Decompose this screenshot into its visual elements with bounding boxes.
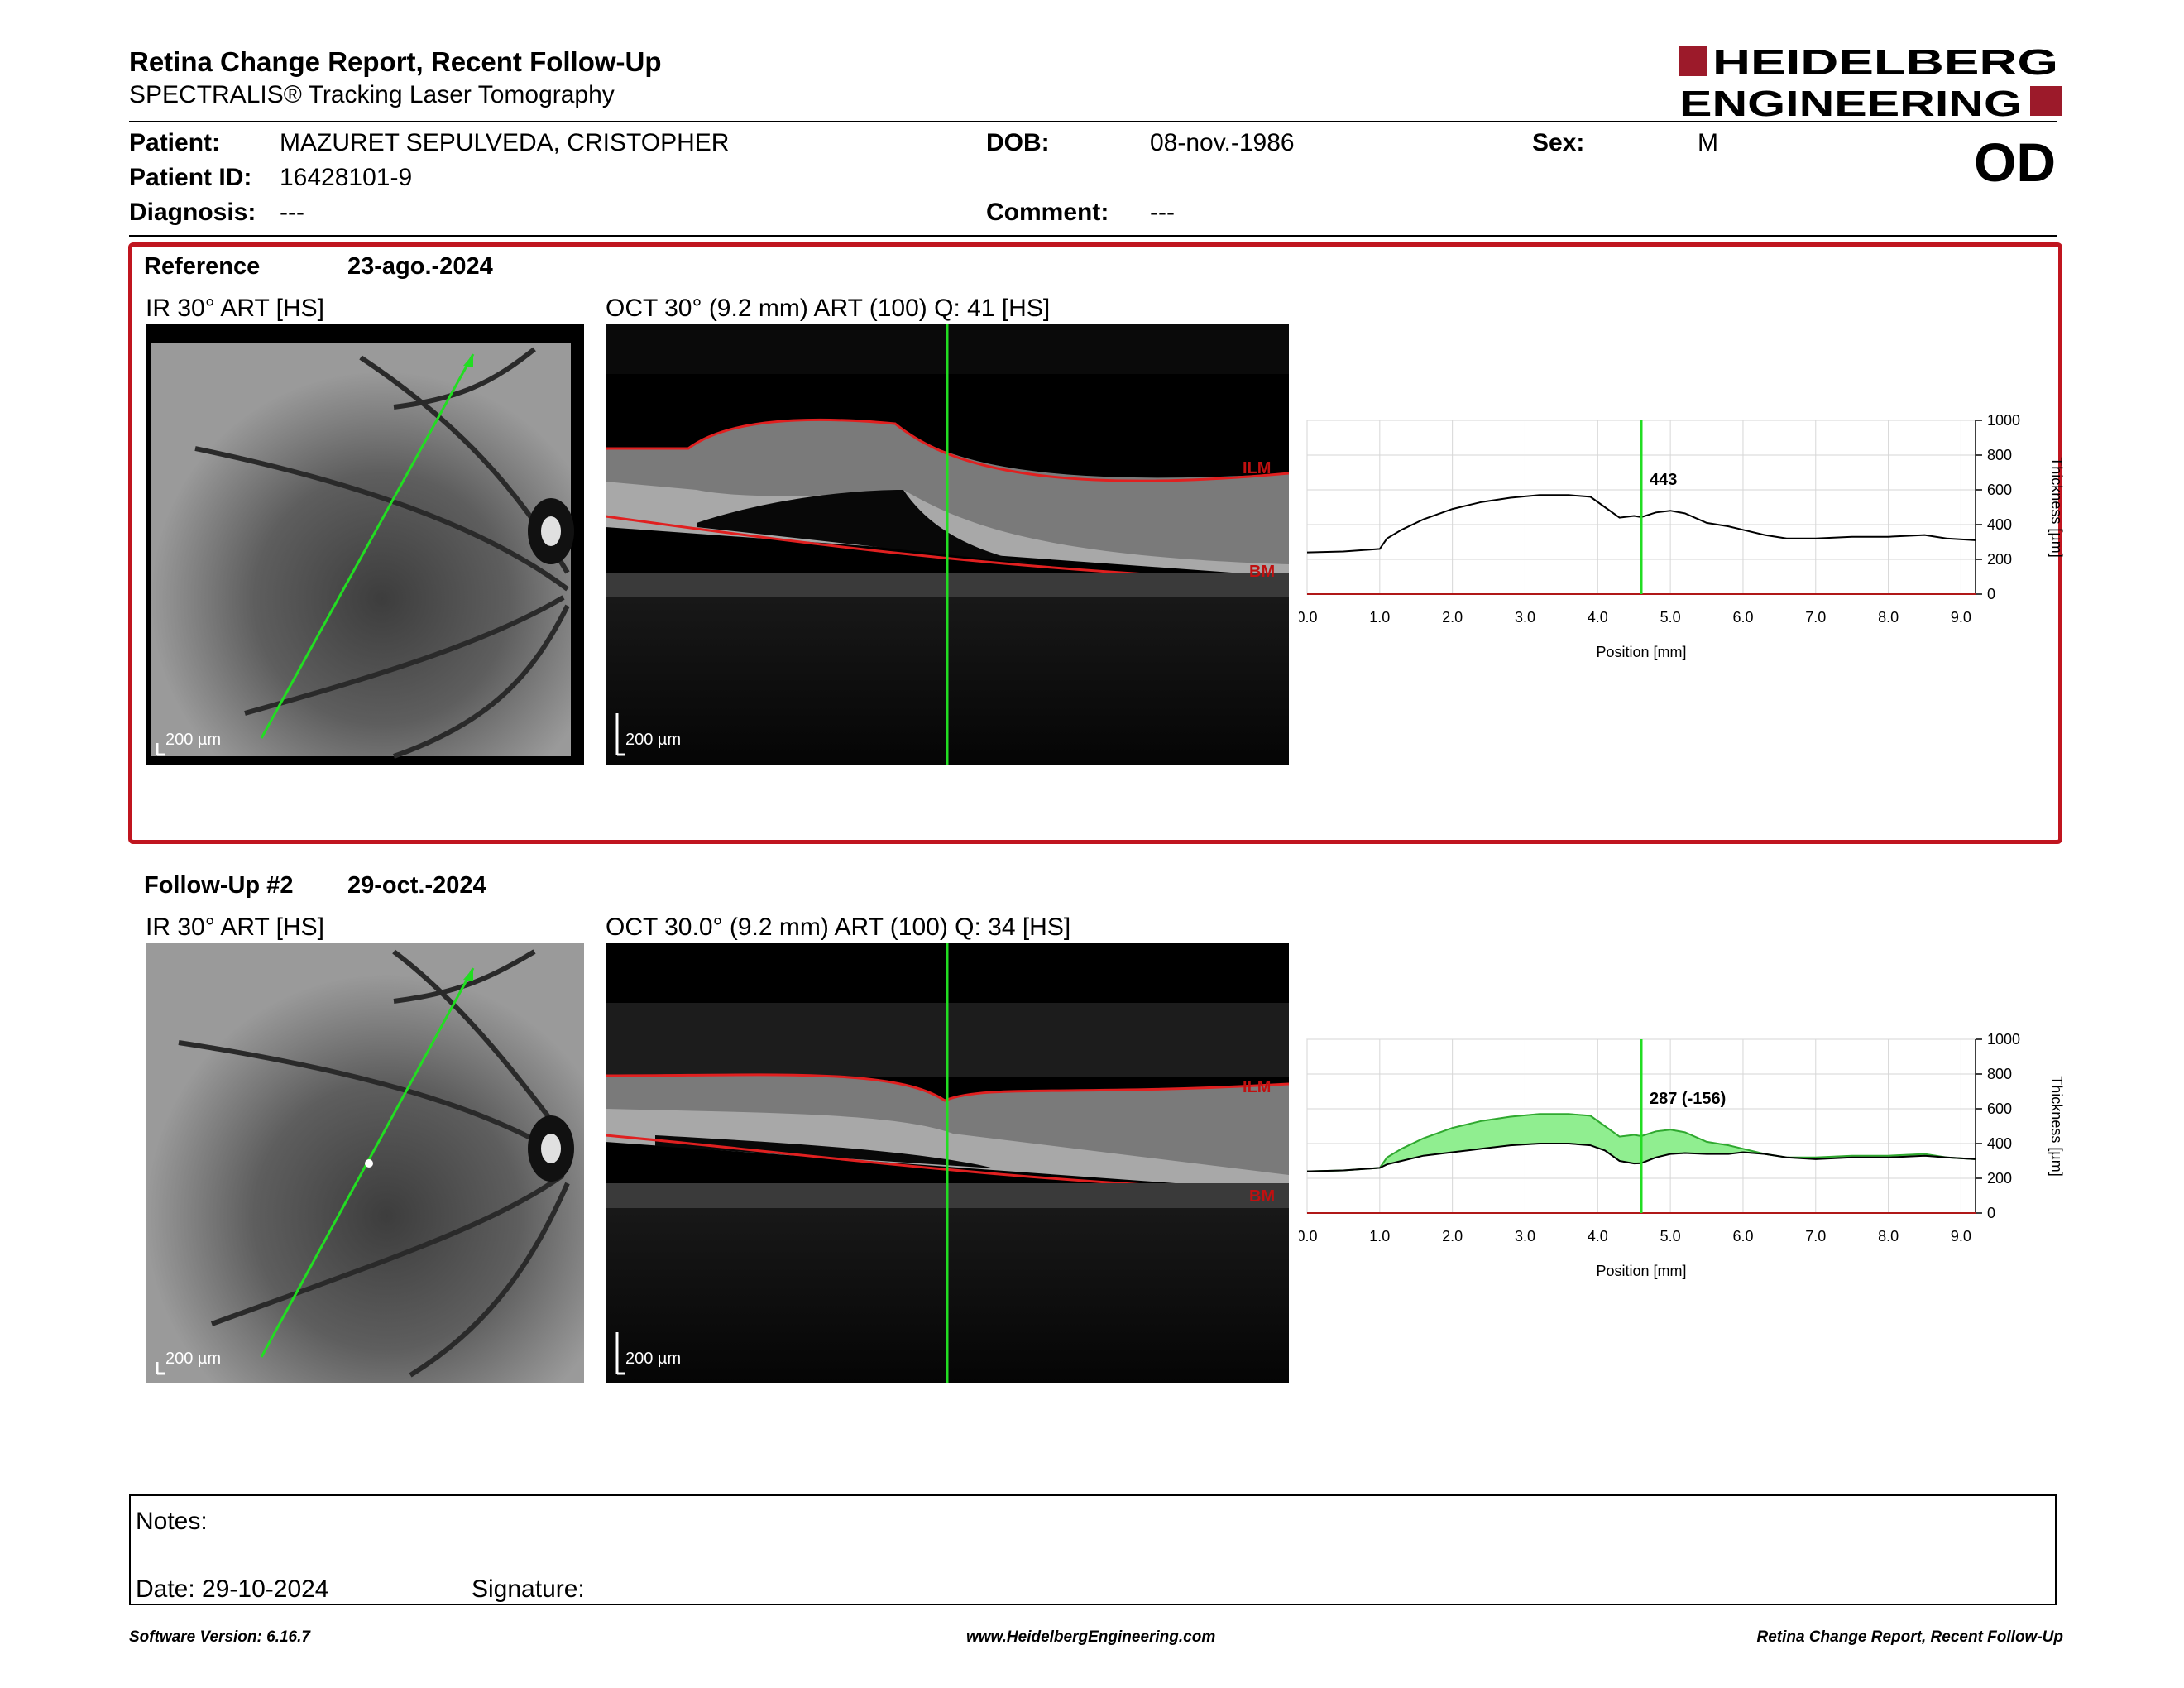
y-tick-label: 600 <box>1987 1101 2012 1117</box>
comment-label: Comment: <box>986 199 1109 226</box>
reference-oct-caption: OCT 30° (9.2 mm) ART (100) Q: 41 [HS] <box>606 295 1051 322</box>
x-tick-label: 1.0 <box>1369 1228 1390 1244</box>
x-tick-label: 1.0 <box>1369 609 1390 626</box>
x-axis-label: Position [mm] <box>1596 1263 1686 1279</box>
followup-ilm-label: ILM <box>1243 1078 1271 1096</box>
x-tick-label: 7.0 <box>1805 609 1826 626</box>
followup-oct-scale: 200 µm <box>625 1350 681 1368</box>
y-tick-label: 0 <box>1987 586 1995 602</box>
x-tick-label: 7.0 <box>1805 1228 1826 1244</box>
heidelberg-logo: HEIDELBERG ENGINEERING <box>1679 42 2062 124</box>
followup-thickness-line <box>1306 1143 1976 1172</box>
patient-label: Patient: <box>129 129 221 156</box>
marker-value-label: 287 (-156) <box>1650 1090 1726 1108</box>
logo-line1: HEIDELBERG <box>1712 43 2058 83</box>
reference-oct-image: ILM BM 200 µm <box>605 324 1290 765</box>
date-label: Date: 29-10-2024 <box>136 1575 329 1603</box>
y-tick-label: 600 <box>1987 482 2012 498</box>
header-rule <box>129 121 2057 122</box>
y-tick-label: 400 <box>1987 516 2012 533</box>
report-subtitle: SPECTRALIS® Tracking Laser Tomography <box>129 81 615 108</box>
report-title: Retina Change Report, Recent Follow-Up <box>129 46 662 77</box>
marker-value-label: 443 <box>1650 471 1677 489</box>
reference-ir-image: 200 µm <box>146 324 584 765</box>
y-tick-label: 1000 <box>1987 412 2020 429</box>
comment-value: --- <box>1150 199 1175 226</box>
x-tick-label: 3.0 <box>1515 1228 1535 1244</box>
diagnosis-label: Diagnosis: <box>129 199 256 226</box>
x-tick-label: 9.0 <box>1951 1228 1971 1244</box>
signature-label: Signature: <box>472 1575 585 1603</box>
reference-thickness-line <box>1306 1113 1976 1172</box>
y-tick-label: 0 <box>1987 1205 1995 1221</box>
thickness-line <box>1306 494 1976 554</box>
y-tick-label: 200 <box>1987 1170 2012 1187</box>
x-axis-label: Position [mm] <box>1596 644 1686 660</box>
x-tick-label: 4.0 <box>1588 1228 1608 1244</box>
reference-date: 23-ago.-2024 <box>347 253 493 280</box>
followup-oct-caption: OCT 30.0° (9.2 mm) ART (100) Q: 34 [HS] <box>606 914 1071 941</box>
x-tick-label: 6.0 <box>1732 609 1753 626</box>
patient-id-label: Patient ID: <box>129 164 252 191</box>
y-axis-label: Thickness [µm] <box>2048 1076 2065 1176</box>
followup-date: 29-oct.-2024 <box>347 872 486 899</box>
x-tick-label: 5.0 <box>1660 1228 1681 1244</box>
followup-thickness-chart: 0.0 1.0 2.0 3.0 4.0 5.0 6.0 7.0 8.0 9.0 0 200 400 600… <box>1299 1031 2065 1279</box>
x-tick-label: 3.0 <box>1515 609 1535 626</box>
followup-label: Follow-Up #2 <box>144 872 294 899</box>
y-tick-label: 800 <box>1987 447 2012 463</box>
reference-thickness-chart: 0.0 1.0 2.0 3.0 4.0 5.0 6.0 7.0 8.0 9.0 0 200 400 600… <box>1299 412 2065 660</box>
reference-ir-scale: 200 µm <box>165 731 221 749</box>
x-tick-label: 2.0 <box>1442 609 1463 626</box>
dob-value: 08-nov.-1986 <box>1150 129 1295 156</box>
x-tick-label: 8.0 <box>1878 1228 1899 1244</box>
x-tick-label: 6.0 <box>1732 1228 1753 1244</box>
followup-bm-label: BM <box>1249 1187 1275 1206</box>
x-tick-label: 2.0 <box>1442 1228 1463 1244</box>
footer-website: www.HeidelbergEngineering.com <box>966 1628 1216 1646</box>
footer-software-version: Software Version: 6.16.7 <box>129 1628 310 1646</box>
reference-oct-scale: 200 µm <box>625 731 681 749</box>
y-tick-label: 200 <box>1987 551 2012 568</box>
x-tick-label: 8.0 <box>1878 609 1899 626</box>
y-tick-label: 800 <box>1987 1066 2012 1082</box>
x-tick-label: 5.0 <box>1660 609 1681 626</box>
x-tick-label: 4.0 <box>1588 609 1608 626</box>
info-rule <box>129 235 2057 237</box>
x-tick-label: 9.0 <box>1951 609 1971 626</box>
followup-ir-scale: 200 µm <box>165 1350 221 1368</box>
reference-ilm-label: ILM <box>1243 459 1271 477</box>
y-axis-label: Thickness [µm] <box>2048 457 2065 557</box>
followup-oct-image: ILM BM 200 µm <box>605 943 1290 1383</box>
eye-indicator: OD <box>1974 132 2056 193</box>
reference-ir-caption: IR 30° ART [HS] <box>146 295 324 322</box>
sex-label: Sex: <box>1532 129 1585 156</box>
y-tick-label: 400 <box>1987 1135 2012 1152</box>
logo-graphic: HEIDELBERG ENGINEERING <box>1679 42 2062 124</box>
reference-scan-line <box>260 353 475 739</box>
notes-box <box>129 1494 2057 1605</box>
logo-line2: ENGINEERING <box>1679 84 2022 119</box>
followup-ir-caption: IR 30° ART [HS] <box>146 914 324 941</box>
patient-name: MAZURET SEPULVEDA, CRISTOPHER <box>280 129 730 156</box>
notes-label: Notes: <box>136 1508 208 1535</box>
patient-id-value: 16428101-9 <box>280 164 413 191</box>
sex-value: M <box>1698 129 1718 156</box>
dob-label: DOB: <box>986 129 1050 156</box>
reference-frame <box>128 242 2062 844</box>
reference-label: Reference <box>144 253 261 280</box>
x-tick-label: 0.0 <box>1299 1228 1318 1244</box>
y-tick-label: 1000 <box>1987 1031 2020 1048</box>
x-tick-label: 0.0 <box>1299 609 1318 626</box>
followup-ir-image: 200 µm <box>146 943 584 1383</box>
footer-report-name: Retina Change Report, Recent Follow-Up <box>1756 1628 2063 1646</box>
reference-bm-label: BM <box>1249 563 1275 581</box>
diagnosis-value: --- <box>280 199 304 226</box>
